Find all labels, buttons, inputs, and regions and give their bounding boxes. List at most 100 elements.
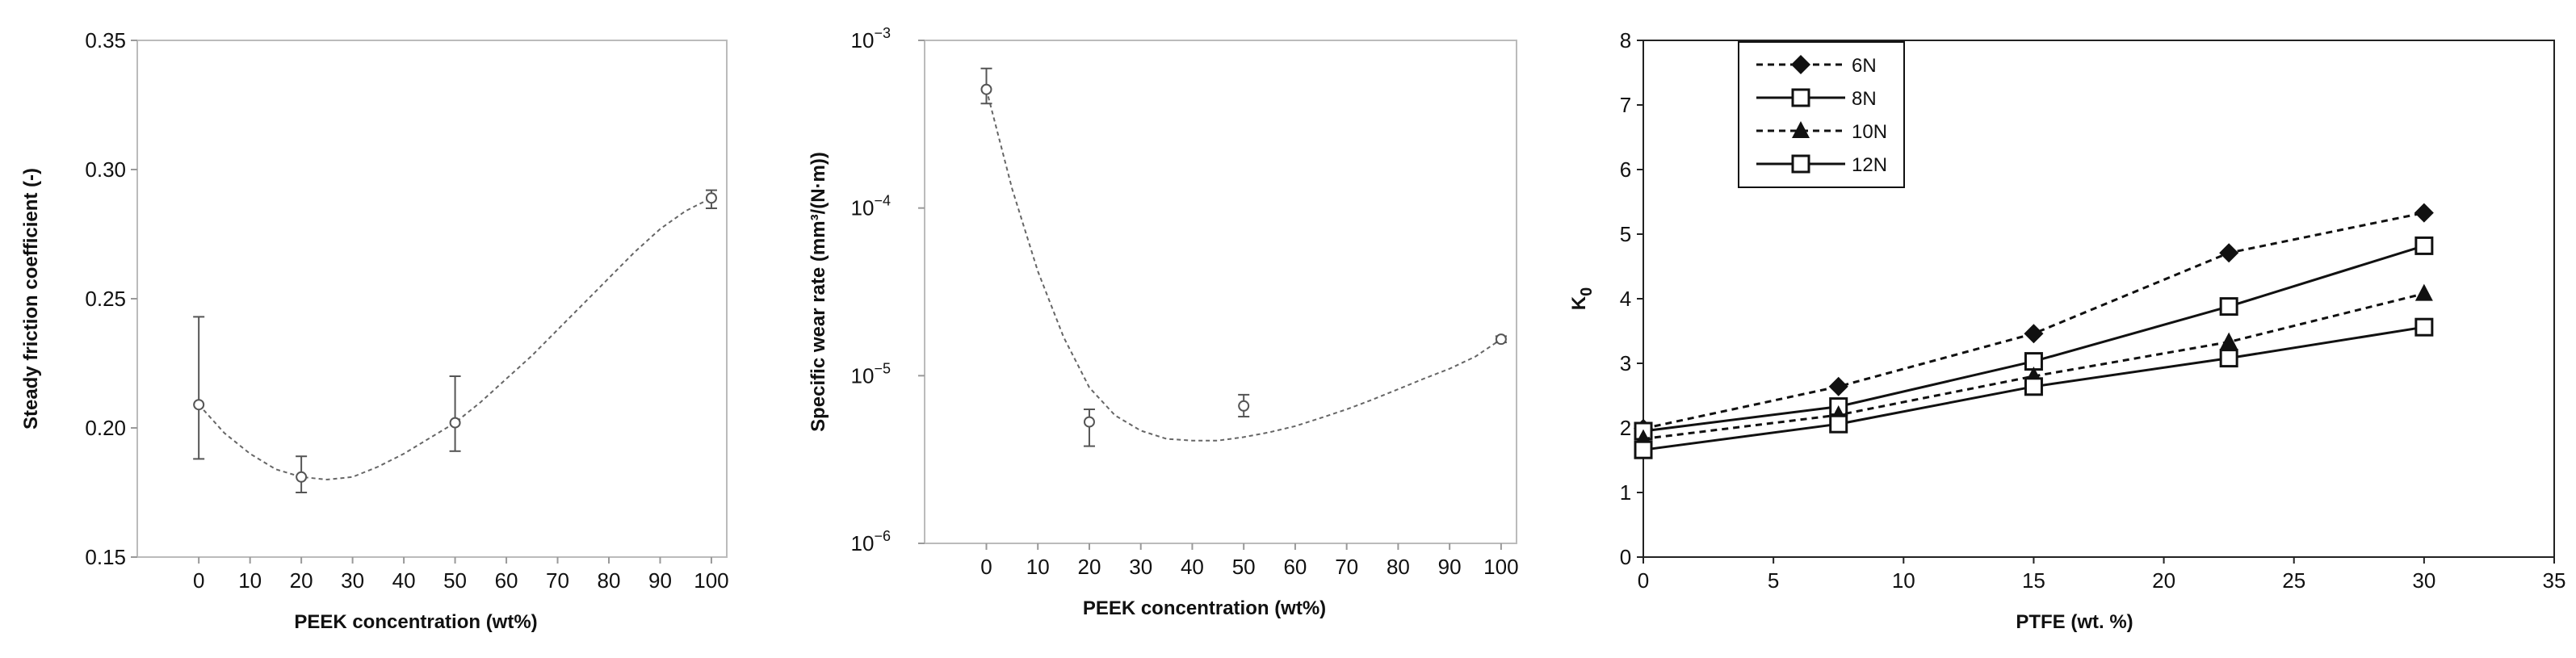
y-tick-exponent: −3	[874, 25, 891, 41]
y-tick-label: 0.25	[85, 287, 126, 311]
y-tick-label: 0.20	[85, 416, 126, 440]
y-tick-label: 0	[1620, 545, 1631, 569]
y-tick-label: 10−5	[851, 360, 891, 388]
square-marker	[1791, 154, 1810, 174]
square-marker	[2414, 236, 2434, 255]
legend-label: 6N	[1852, 55, 1877, 77]
y-tick-label: 10−3	[851, 25, 891, 52]
x-tick-label: 50	[1232, 555, 1256, 579]
legend-label: 12N	[1852, 154, 1887, 176]
series-line-10N	[1643, 292, 2425, 441]
x-tick-label: 30	[2412, 568, 2435, 593]
x-tick-label: 20	[2152, 568, 2175, 593]
data-point	[1495, 333, 1507, 346]
diamond-marker	[2024, 324, 2044, 344]
data-point	[449, 417, 461, 429]
square-marker	[2024, 377, 2043, 396]
x-tick-label: 0	[980, 555, 992, 579]
data-point	[1238, 400, 1250, 412]
x-axis-label: PEEK concentration (wt%)	[294, 611, 537, 633]
y-tick-label: 3	[1620, 351, 1631, 375]
x-tick-label: 80	[1387, 555, 1410, 579]
y-axis-label-main: K	[1568, 295, 1590, 310]
y-tick-label: 5	[1620, 222, 1631, 246]
x-tick-label: 20	[1078, 555, 1101, 579]
x-tick-label: 100	[1483, 555, 1518, 579]
y-tick-label: 6	[1620, 157, 1631, 182]
legend-label: 10N	[1852, 121, 1887, 143]
diamond-marker	[1791, 55, 1810, 74]
x-tick-label: 50	[443, 568, 467, 593]
plot-frame	[924, 40, 1517, 544]
x-tick-label: 100	[694, 568, 728, 593]
diamond-marker	[2414, 203, 2434, 223]
plot-frame	[136, 40, 728, 558]
series-line-6N	[1643, 212, 2425, 430]
data-point	[980, 83, 992, 95]
y-tick-label: 2	[1620, 416, 1631, 440]
x-tick-label: 40	[392, 568, 416, 593]
x-axis-label: PEEK concentration (wt%)	[1083, 597, 1326, 619]
x-tick-label: 30	[341, 568, 364, 593]
x-tick-label: 0	[193, 568, 204, 593]
y-tick-label: 8	[1620, 28, 1631, 52]
trend-line	[198, 197, 712, 481]
trend-line	[985, 89, 1502, 442]
y-axis-label: Specific wear rate (mm³/(N·m))	[808, 152, 829, 432]
x-tick-label: 15	[2022, 568, 2045, 593]
y-tick-label: 1	[1620, 480, 1631, 505]
x-tick-label: 35	[2543, 568, 2566, 593]
data-point	[1083, 416, 1095, 428]
x-tick-label: 10	[238, 568, 262, 593]
x-tick-label: 0	[1638, 568, 1649, 593]
x-tick-label: 90	[648, 568, 672, 593]
wear-rate-chart: 10−610−510−410−30 10 20 30 40 50 60 70 80 90 100PE…	[808, 25, 1519, 619]
y-tick-base: 10	[851, 363, 875, 388]
x-tick-label: 5	[1768, 568, 1779, 593]
y-tick-label: 0.35	[85, 28, 126, 52]
x-tick-label: 80	[598, 568, 621, 593]
data-point	[193, 399, 205, 411]
triangle-marker	[1792, 121, 1810, 138]
y-tick-label: 0.30	[85, 157, 126, 182]
y-axis-label: Steady friction coefficient (-)	[20, 168, 42, 430]
square-marker	[2219, 349, 2238, 368]
y-tick-label: 10−6	[851, 528, 891, 555]
square-marker	[1829, 414, 1848, 434]
square-marker	[1791, 88, 1810, 107]
y-tick-exponent: −6	[874, 528, 891, 544]
y-axis-label-subscript: 0	[1578, 287, 1596, 296]
triangle-marker	[2220, 332, 2238, 350]
y-tick-label: 0.15	[85, 545, 126, 569]
x-tick-label: 30	[1129, 555, 1152, 579]
y-tick-exponent: −5	[874, 360, 891, 376]
y-tick-base: 10	[851, 196, 875, 220]
y-tick-label: 4	[1620, 287, 1631, 311]
x-tick-label: 40	[1181, 555, 1204, 579]
x-tick-label: 10	[1026, 555, 1050, 579]
x-tick-label: 60	[495, 568, 518, 593]
x-tick-label: 20	[290, 568, 313, 593]
y-tick-label: 10−4	[851, 193, 891, 220]
x-tick-label: 25	[2282, 568, 2305, 593]
x-axis-label: PTFE (wt. %)	[2016, 611, 2133, 633]
square-marker	[2414, 317, 2434, 337]
square-marker	[2219, 297, 2238, 316]
diamond-marker	[1828, 376, 1848, 396]
y-tick-label: 7	[1620, 93, 1631, 117]
square-marker	[1634, 440, 1653, 459]
y-tick-base: 10	[851, 28, 875, 52]
friction-chart: 0.15 0.20 0.25 0.30 0.35 0 10 20 30 40 50 60 70 80 90 1…	[20, 28, 729, 633]
data-point	[705, 192, 717, 204]
x-tick-label: 10	[1892, 568, 1915, 593]
y-tick-exponent: −4	[874, 193, 891, 209]
x-tick-label: 70	[546, 568, 569, 593]
x-tick-label: 90	[1438, 555, 1462, 579]
x-tick-label: 60	[1283, 555, 1307, 579]
triangle-marker	[2414, 283, 2433, 301]
y-axis-label: K0	[1568, 287, 1596, 310]
data-point	[296, 471, 308, 483]
diamond-marker	[2219, 243, 2239, 263]
